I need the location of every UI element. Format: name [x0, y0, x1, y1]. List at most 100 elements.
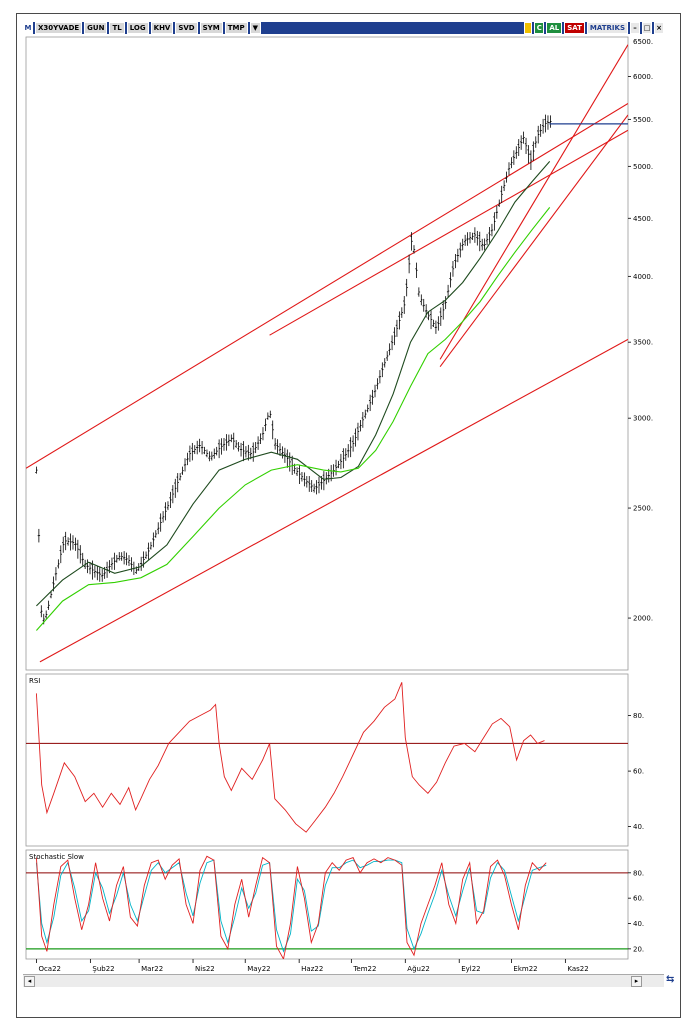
price-bar	[500, 185, 503, 203]
chart-panel-2	[25, 673, 629, 847]
sym-button[interactable]: SYM	[199, 22, 223, 34]
x-axis-tick-label: Ağu22	[407, 965, 430, 973]
price-bar	[349, 437, 352, 458]
price-bar	[410, 232, 413, 251]
toolbar-spacer	[263, 23, 522, 33]
status-icon[interactable]: C	[534, 22, 545, 34]
price-bar	[183, 458, 187, 472]
price-bar	[166, 501, 170, 511]
tmp-button[interactable]: TMP	[224, 22, 248, 34]
price-bar	[403, 296, 406, 314]
x-axis-tick-label: Oca22	[38, 965, 61, 973]
price-bar	[64, 531, 67, 551]
price-bar	[390, 335, 394, 351]
price-bar	[174, 478, 177, 498]
price-bar	[208, 451, 211, 462]
sell-button[interactable]: SAT	[564, 22, 585, 34]
price-bar	[205, 449, 209, 458]
x-axis-tick-label: Mar22	[141, 965, 163, 973]
x-axis-tick-label: Ekm22	[513, 965, 537, 973]
price-bar	[478, 231, 481, 252]
dropdown-arrow-icon[interactable]: ▼	[249, 22, 261, 34]
chart-panel-3	[25, 849, 629, 960]
price-bar	[96, 565, 99, 581]
trend-channel-line-3	[39, 338, 628, 663]
price-bar	[57, 559, 60, 569]
scroll-left-icon[interactable]: ◂	[24, 976, 35, 987]
x-axis-tick-label: Şub22	[92, 965, 114, 973]
price-bar	[517, 139, 520, 157]
scroll-right-icon[interactable]: ▸	[631, 976, 642, 987]
svd-button[interactable]: SVD	[175, 22, 198, 34]
buy-button[interactable]: AL	[546, 22, 563, 34]
price-bar	[432, 319, 435, 328]
lightning-icon[interactable]	[524, 22, 533, 34]
restore-icon[interactable]: □	[642, 22, 652, 34]
price-y-tick-label: 2500.	[633, 505, 653, 513]
price-bar	[186, 452, 189, 466]
price-bar	[334, 459, 338, 476]
price-bar	[546, 115, 550, 130]
price-bar	[495, 205, 499, 219]
khv-button[interactable]: KHV	[150, 22, 174, 34]
price-bar	[271, 420, 274, 440]
price-bar	[266, 412, 270, 420]
price-bar	[322, 471, 326, 491]
price-bar	[213, 448, 216, 459]
price-bar	[315, 480, 318, 495]
zoom-icon[interactable]: ⇆	[666, 974, 675, 985]
price-bar	[383, 358, 386, 368]
price-bar	[347, 444, 350, 458]
price-bar	[371, 389, 374, 405]
rsi-line	[35, 682, 545, 833]
price-bar	[398, 311, 401, 330]
rsi-plot-area	[26, 682, 628, 833]
price-bar	[239, 442, 243, 457]
close-icon[interactable]: ×	[654, 22, 664, 34]
price-bar	[81, 552, 84, 566]
price-bar	[154, 530, 157, 538]
chart-canvas[interactable]: 2000. 2500. 3000. 3500. 4000. 4500. 5000. 5500.…	[23, 34, 675, 974]
price-bar	[176, 473, 179, 493]
currency-button[interactable]: TL	[109, 22, 125, 34]
price-bar	[368, 394, 372, 412]
price-y-tick-label: 5500.	[633, 116, 653, 124]
price-bar	[488, 226, 491, 243]
price-bar	[446, 284, 450, 298]
horizontal-scrollbar[interactable]: ◂ ▸	[23, 974, 664, 987]
x-axis-tick-label: Eyl22	[461, 965, 480, 973]
price-bar	[463, 234, 467, 246]
price-bar	[139, 556, 143, 571]
price-bar	[451, 260, 455, 277]
price-bar	[196, 440, 199, 455]
x-axis-tick-label: Kas22	[567, 965, 588, 973]
price-bar	[420, 294, 423, 306]
price-bar	[252, 442, 255, 462]
symbol-selector[interactable]: X30YVADE	[35, 22, 83, 34]
price-bar	[122, 551, 126, 565]
price-bar	[305, 476, 309, 488]
price-bar	[510, 157, 513, 169]
price-bar	[256, 436, 260, 450]
price-bar	[86, 559, 89, 574]
price-bar	[529, 150, 533, 171]
price-bar	[456, 248, 460, 263]
minimize-icon[interactable]: –	[630, 22, 640, 34]
price-bar	[544, 114, 547, 133]
price-bar	[127, 555, 131, 566]
price-bar	[215, 446, 218, 456]
price-y-tick-label: 3000.	[633, 415, 653, 423]
price-bar	[473, 227, 477, 243]
price-bar	[76, 539, 80, 559]
price-y-top-label: 6500.	[633, 38, 653, 46]
price-plot-area	[26, 44, 628, 663]
price-bar	[444, 296, 447, 310]
log-button[interactable]: LOG	[126, 22, 149, 34]
price-bar	[437, 316, 440, 331]
price-bar	[512, 150, 516, 165]
price-bar	[415, 262, 418, 278]
app-logo: M	[23, 22, 33, 34]
period-button[interactable]: GUN	[84, 22, 108, 34]
price-bar	[427, 311, 430, 321]
price-bar	[295, 467, 299, 476]
